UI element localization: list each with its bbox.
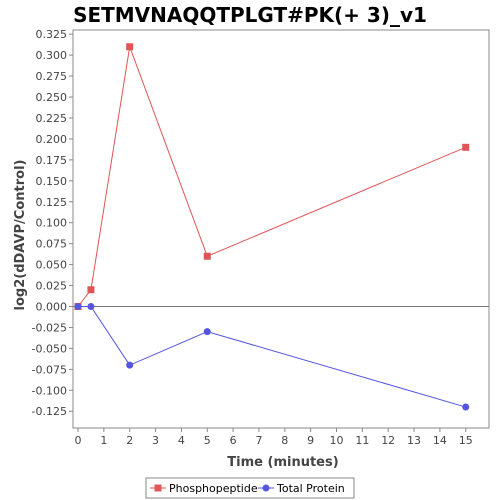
y-tick-label: 0.275 bbox=[36, 70, 68, 83]
y-tick-label: -0.025 bbox=[32, 321, 67, 334]
x-tick-label: 12 bbox=[381, 434, 395, 447]
data-point bbox=[462, 403, 470, 411]
y-tick-label: 0.225 bbox=[36, 112, 68, 125]
y-tick-label: -0.125 bbox=[32, 405, 67, 418]
x-tick-label: 9 bbox=[307, 434, 314, 447]
legend-box bbox=[145, 477, 355, 499]
x-axis: 0 1 2 3 4 5 6 7 8 9 10 11 12 13 14 15 bbox=[75, 428, 473, 447]
legend-label: Total Protein bbox=[276, 482, 345, 495]
y-tick-label: -0.100 bbox=[32, 384, 67, 397]
x-tick-label: 13 bbox=[407, 434, 421, 447]
x-tick-label: 2 bbox=[126, 434, 133, 447]
x-tick-label: 7 bbox=[255, 434, 262, 447]
y-tick-label: 0.050 bbox=[36, 259, 68, 272]
x-tick-label: 0 bbox=[75, 434, 82, 447]
y-tick-label: 0.200 bbox=[36, 133, 68, 146]
y-tick-label: -0.050 bbox=[32, 342, 67, 355]
y-tick-label: 0.150 bbox=[36, 175, 68, 188]
y-tick-label: 0.325 bbox=[36, 28, 68, 41]
legend: Phosphopeptide Total Protein bbox=[145, 477, 355, 499]
chart-title: SETMVNAQQTPLGT#PK(+ 3)_v1 bbox=[73, 3, 427, 27]
data-point bbox=[87, 303, 95, 311]
data-point bbox=[203, 252, 211, 260]
legend-label: Phosphopeptide bbox=[169, 482, 258, 495]
y-tick-label: 0.000 bbox=[36, 301, 68, 314]
data-point bbox=[126, 361, 134, 369]
x-tick-label: 3 bbox=[152, 434, 159, 447]
x-tick-label: 14 bbox=[433, 434, 447, 447]
legend-items: Phosphopeptide Total Protein bbox=[150, 482, 345, 495]
y-tick-label: 0.125 bbox=[36, 196, 68, 209]
x-tick-label: 4 bbox=[178, 434, 185, 447]
y-axis: -0.125 -0.100 -0.075 -0.050 -0.025 0.000 0.025… bbox=[32, 28, 73, 418]
y-tick-label: -0.075 bbox=[32, 363, 67, 376]
y-axis-label: log2(dDAVP/Control) bbox=[13, 160, 28, 311]
y-tick-label: 0.075 bbox=[36, 238, 68, 251]
series-1 bbox=[74, 303, 470, 411]
x-tick-label: 1 bbox=[100, 434, 107, 447]
data-point bbox=[462, 143, 470, 151]
x-tick-label: 15 bbox=[459, 434, 473, 447]
x-tick-label: 11 bbox=[355, 434, 369, 447]
x-axis-label: Time (minutes) bbox=[227, 455, 338, 470]
legend-marker bbox=[262, 484, 270, 492]
plot-area bbox=[72, 29, 490, 429]
data-point bbox=[74, 303, 82, 311]
x-tick-label: 6 bbox=[230, 434, 237, 447]
legend-marker bbox=[154, 484, 162, 492]
y-tick-label: 0.175 bbox=[36, 154, 68, 167]
data-point bbox=[87, 286, 95, 294]
y-tick-label: 0.025 bbox=[36, 280, 68, 293]
y-tick-label: 0.300 bbox=[36, 49, 68, 62]
data-point bbox=[126, 43, 134, 51]
y-tick-label: 0.100 bbox=[36, 217, 68, 230]
series-layer bbox=[74, 43, 470, 411]
y-tick-label: 0.250 bbox=[36, 91, 68, 104]
x-tick-label: 8 bbox=[281, 434, 288, 447]
x-tick-label: 5 bbox=[204, 434, 211, 447]
data-point bbox=[203, 328, 211, 336]
x-tick-label: 10 bbox=[329, 434, 343, 447]
